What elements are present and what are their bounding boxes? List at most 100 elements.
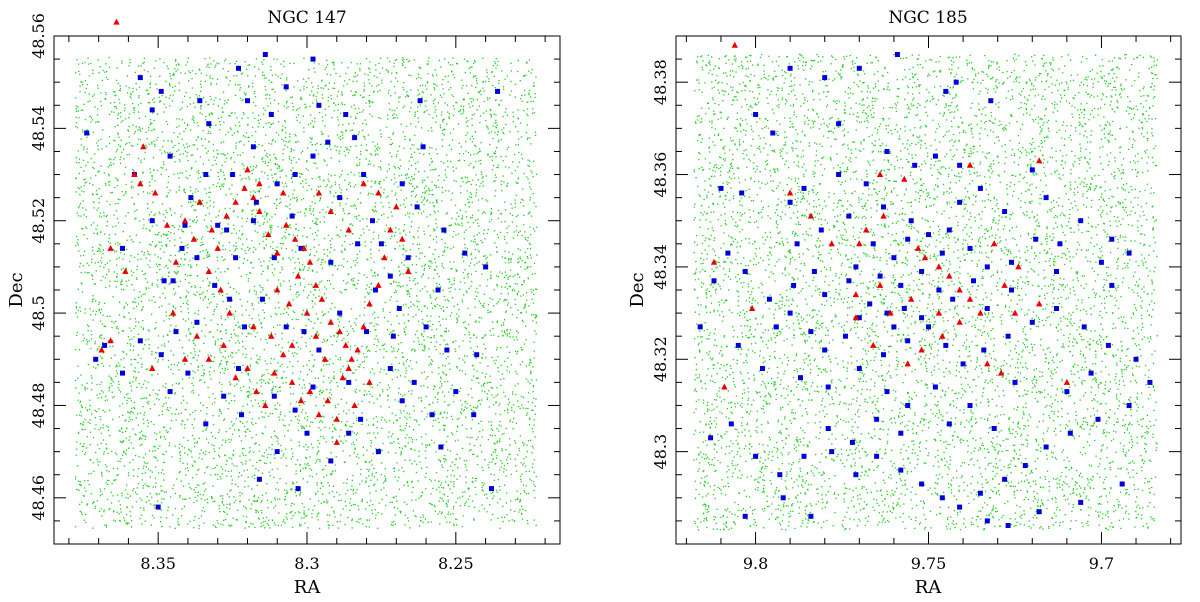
field-star-dot bbox=[510, 63, 511, 64]
field-star-dot bbox=[262, 236, 263, 237]
field-star-dot bbox=[161, 174, 162, 175]
field-star-dot bbox=[83, 421, 84, 422]
field-star-dot bbox=[518, 261, 519, 262]
field-star-dot bbox=[503, 300, 504, 301]
field-star-dot bbox=[418, 301, 419, 302]
field-star-dot bbox=[406, 267, 407, 268]
field-star-dot bbox=[249, 379, 250, 380]
field-star-dot bbox=[338, 414, 339, 415]
field-star-dot bbox=[535, 399, 536, 400]
field-star-dot bbox=[527, 178, 528, 179]
field-star-dot bbox=[530, 197, 531, 198]
field-star-dot bbox=[117, 468, 118, 469]
field-star-dot bbox=[128, 117, 129, 118]
field-star-dot bbox=[226, 476, 227, 477]
field-star-dot bbox=[270, 227, 271, 228]
field-star-dot bbox=[276, 208, 277, 209]
field-star-dot bbox=[526, 445, 527, 446]
field-star-dot bbox=[521, 101, 522, 102]
field-star-dot bbox=[364, 356, 365, 357]
field-star-dot bbox=[481, 487, 482, 488]
field-star-dot bbox=[182, 139, 183, 140]
field-star-dot bbox=[504, 299, 505, 300]
field-star-dot bbox=[178, 143, 179, 144]
field-star-dot bbox=[523, 443, 524, 444]
field-star-dot bbox=[358, 215, 359, 216]
field-star-dot bbox=[226, 364, 227, 365]
field-star-dot bbox=[451, 388, 452, 389]
field-star-dot bbox=[379, 382, 380, 383]
field-star-dot bbox=[442, 187, 443, 188]
field-star-dot bbox=[512, 290, 513, 291]
field-star-dot bbox=[163, 140, 164, 141]
field-star-dot bbox=[318, 296, 319, 297]
field-star-dot bbox=[208, 67, 209, 68]
field-star-dot bbox=[426, 447, 427, 448]
field-star-dot bbox=[463, 294, 464, 295]
field-star-dot bbox=[422, 180, 423, 181]
field-star-dot bbox=[439, 175, 440, 176]
field-star-dot bbox=[402, 65, 403, 66]
field-star-dot bbox=[531, 480, 532, 481]
field-star-dot bbox=[497, 322, 498, 323]
field-star-dot bbox=[517, 294, 518, 295]
field-star-dot bbox=[132, 301, 133, 302]
field-star-dot bbox=[475, 195, 476, 196]
field-star-dot bbox=[526, 365, 527, 366]
field-star-dot bbox=[390, 502, 391, 503]
field-star-dot bbox=[369, 103, 370, 104]
field-star-dot bbox=[279, 324, 280, 325]
field-star-dot bbox=[356, 208, 357, 209]
field-star-dot bbox=[371, 186, 372, 187]
field-star-dot bbox=[168, 259, 169, 260]
field-star-dot bbox=[76, 122, 77, 123]
field-star-dot bbox=[170, 78, 171, 79]
field-star-dot bbox=[389, 207, 390, 208]
field-star-dot bbox=[283, 243, 284, 244]
field-star-dot bbox=[398, 477, 399, 478]
field-star-dot bbox=[217, 474, 218, 475]
field-star-dot bbox=[369, 385, 370, 386]
field-star-dot bbox=[350, 489, 351, 490]
field-star-dot bbox=[470, 163, 471, 164]
field-star-dot bbox=[465, 417, 466, 418]
field-star-dot bbox=[530, 170, 531, 171]
field-star-dot bbox=[117, 281, 118, 282]
field-star-dot bbox=[297, 296, 298, 297]
field-star-dot bbox=[318, 334, 319, 335]
field-star-dot bbox=[533, 386, 534, 387]
field-star-dot bbox=[195, 497, 196, 498]
field-star-dot bbox=[222, 232, 223, 233]
field-star-dot bbox=[299, 173, 300, 174]
field-star-dot bbox=[355, 91, 356, 92]
field-star-dot bbox=[394, 117, 395, 118]
field-star-dot bbox=[414, 461, 415, 462]
field-star-dot bbox=[349, 79, 350, 80]
field-star-dot bbox=[330, 95, 331, 96]
field-star-dot bbox=[472, 454, 473, 455]
field-star-dot bbox=[125, 85, 126, 86]
field-star-dot bbox=[490, 474, 491, 475]
field-star-dot bbox=[223, 68, 224, 69]
field-star-dot bbox=[518, 332, 519, 333]
field-star-dot bbox=[131, 338, 132, 339]
field-star-dot bbox=[441, 308, 442, 309]
field-star-dot bbox=[300, 371, 301, 372]
field-star-dot bbox=[426, 396, 427, 397]
field-star-dot bbox=[142, 63, 143, 64]
field-star-dot bbox=[533, 391, 534, 392]
field-star-dot bbox=[81, 186, 82, 187]
field-star-dot bbox=[218, 242, 219, 243]
field-star-dot bbox=[199, 350, 200, 351]
field-star-dot bbox=[221, 153, 222, 154]
field-star-dot bbox=[257, 126, 258, 127]
field-star-dot bbox=[389, 387, 390, 388]
field-star-dot bbox=[258, 144, 259, 145]
field-star-dot bbox=[265, 339, 266, 340]
field-star-dot bbox=[268, 416, 269, 417]
field-star-dot bbox=[232, 454, 233, 455]
field-star-dot bbox=[292, 250, 293, 251]
field-star-dot bbox=[163, 161, 164, 162]
field-star-dot bbox=[395, 290, 396, 291]
field-star-dot bbox=[100, 489, 101, 490]
